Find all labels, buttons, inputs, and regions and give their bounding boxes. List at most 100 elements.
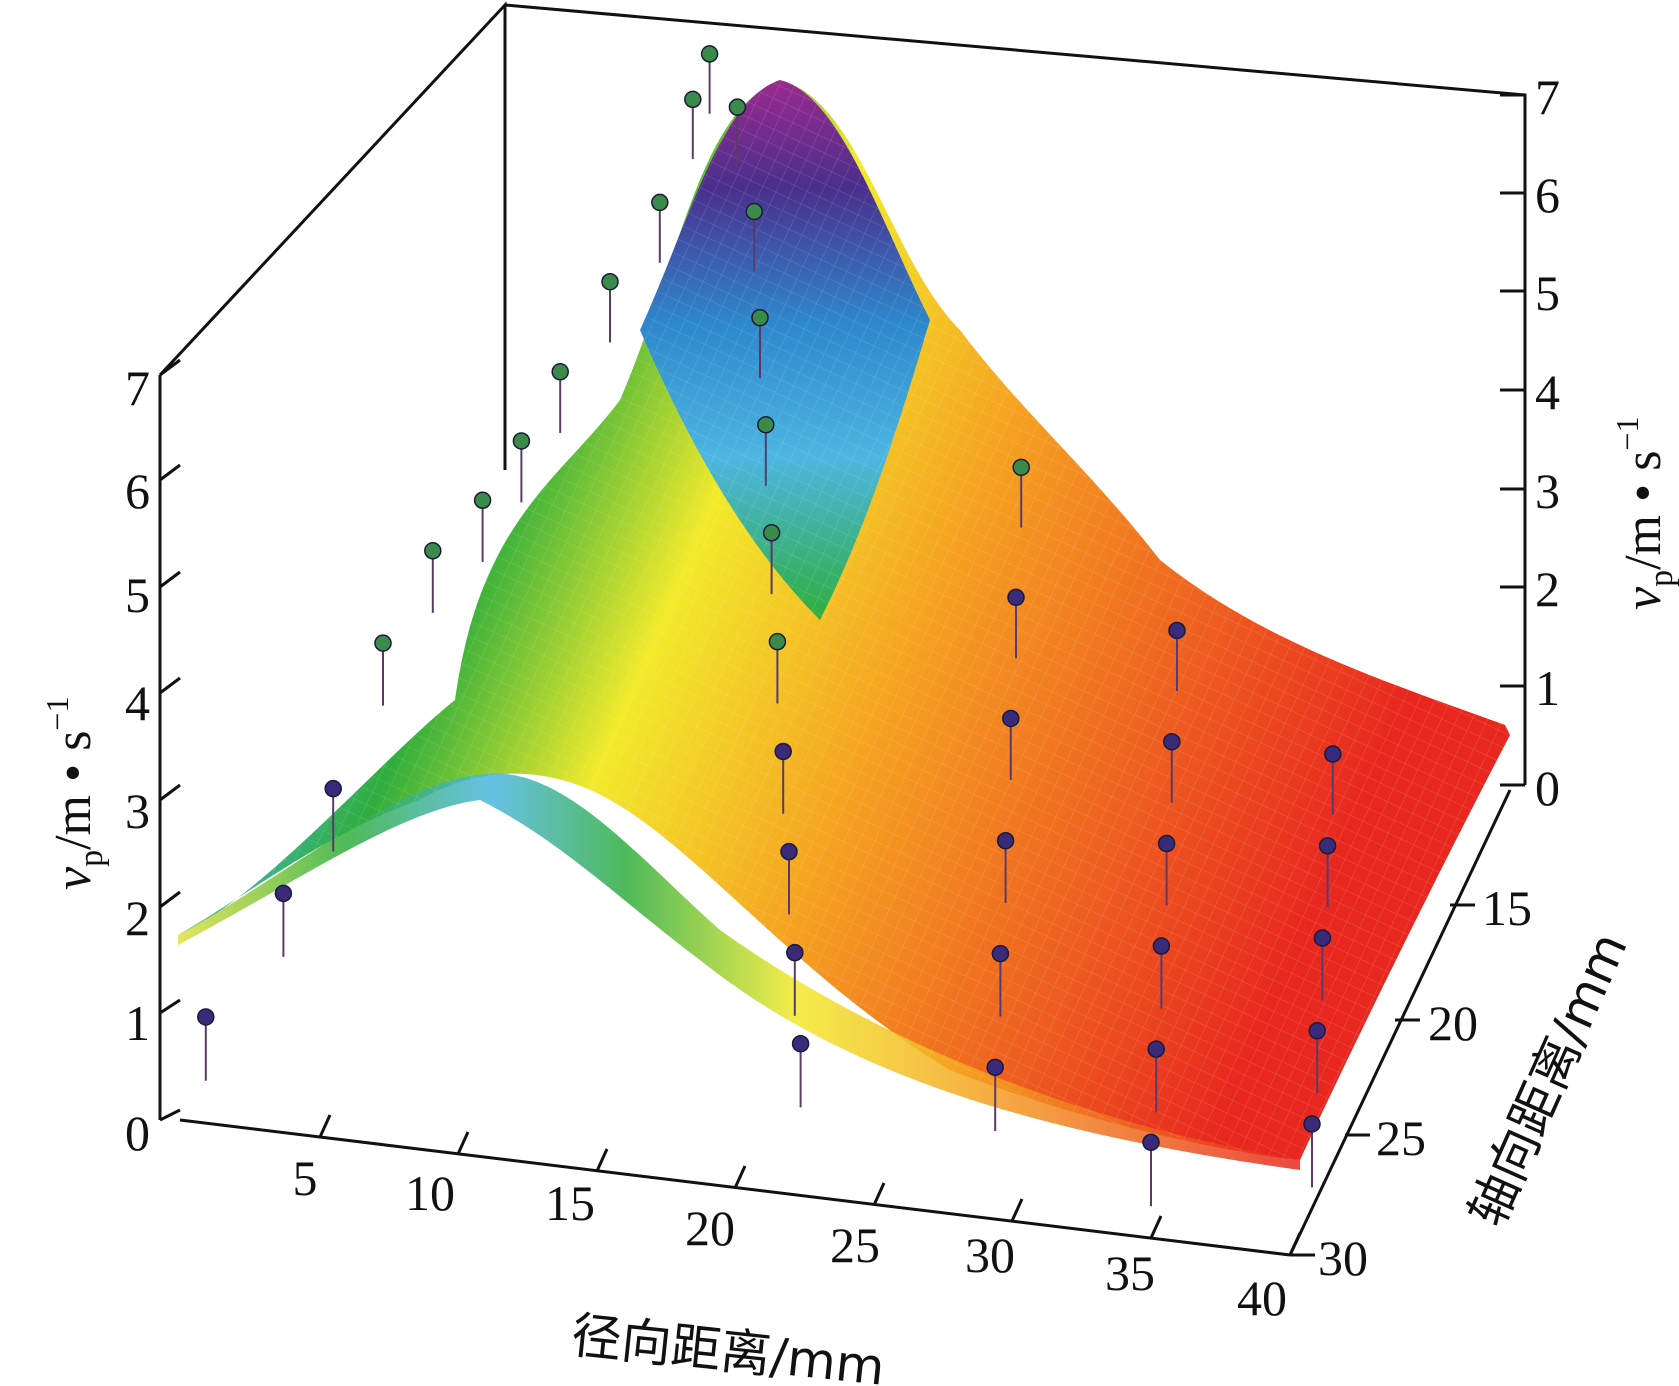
z-tick-left-1: 1: [125, 995, 150, 1051]
data-point-33: [1142, 1133, 1160, 1152]
x-tick-15: 15: [545, 1175, 595, 1231]
z-title-left-unit: /m • s: [45, 731, 102, 850]
z-tick-right-3: 3: [1535, 463, 1560, 519]
fitted-surface: [178, 80, 1510, 1170]
data-point-10: [700, 45, 719, 63]
data-point-13: [745, 202, 763, 221]
data-point-3: [374, 634, 392, 652]
x-tick-mark-30: [1010, 1198, 1024, 1222]
data-point-34: [1324, 745, 1342, 763]
y-axis: 15 20 25 30: [1290, 880, 1532, 1286]
data-points: [197, 45, 1342, 1207]
data-point-12: [684, 90, 702, 109]
z-title-right-symbol: v: [1615, 586, 1672, 610]
x-tick-30: 30: [965, 1227, 1015, 1283]
data-point-0: [197, 1008, 215, 1026]
z-tick-right-6: 6: [1535, 167, 1560, 223]
data-point-2: [324, 779, 342, 798]
data-point-31: [1152, 937, 1171, 955]
z-tick-left-2: 2: [125, 890, 150, 946]
z-tick-mark-left-2: [159, 890, 181, 909]
z-tick-right-4: 4: [1535, 364, 1560, 420]
x-tick-mark-15: [595, 1148, 609, 1172]
z-tick-left-5: 5: [125, 567, 150, 623]
x-tick-mark-20: [733, 1165, 747, 1189]
x-tick-10: 10: [405, 1165, 455, 1221]
z-tick-left-4: 4: [125, 675, 150, 731]
x-tick-20: 20: [685, 1200, 735, 1256]
data-point-11: [728, 98, 747, 116]
x-axis-title: 径向距离/mm: [569, 1306, 888, 1386]
z-tick-right-7: 7: [1535, 69, 1560, 125]
x-tick-5: 5: [293, 1150, 318, 1206]
z-tick-mark-left-4: [159, 676, 181, 695]
z-tick-left-0: 0: [125, 1105, 150, 1161]
data-point-27: [986, 1058, 1004, 1077]
data-point-6: [512, 432, 531, 450]
data-point-29: [1163, 732, 1181, 751]
data-point-38: [1303, 1115, 1321, 1133]
z-tick-mark-left-7: [159, 358, 181, 377]
data-point-36: [1313, 929, 1332, 947]
x-tick-25: 25: [830, 1217, 880, 1273]
svg-text:vp/m • s−1: vp/m • s−1: [1609, 417, 1679, 610]
data-point-17: [768, 632, 787, 651]
data-point-7: [551, 363, 569, 381]
z-title-left-sub: p: [73, 850, 110, 867]
z-title-right-unit: /m • s: [1615, 451, 1672, 570]
data-point-35: [1318, 837, 1337, 855]
data-point-9: [651, 193, 669, 212]
data-point-26: [991, 944, 1010, 963]
z-tick-mark-left-1: [159, 998, 181, 1015]
z-tick-right-0: 0: [1535, 760, 1560, 816]
svg-text:vp/m • s−1: vp/m • s−1: [39, 697, 110, 890]
data-point-8: [601, 272, 619, 291]
data-point-30: [1157, 834, 1176, 853]
z-tick-right-1: 1: [1535, 660, 1560, 716]
z-tick-mark-left-3: [159, 783, 181, 802]
x-tick-mark-35: [1149, 1215, 1163, 1239]
z-tick-mark-left-0: [159, 1108, 181, 1122]
z-tick-left-7: 7: [125, 360, 150, 416]
data-point-18: [774, 742, 792, 761]
x-tick-mark-40: [1288, 1232, 1302, 1256]
x-tick-35: 35: [1105, 1245, 1155, 1301]
x-tick-mark-10: [456, 1131, 470, 1155]
data-point-20: [786, 943, 804, 962]
z-title-right-sub: p: [1643, 570, 1679, 587]
z-axis-title-right: vp/m • s−1: [1609, 417, 1679, 610]
data-point-14: [751, 308, 769, 327]
back-left-edge: [158, 1, 507, 470]
y-tick-20: 20: [1428, 995, 1478, 1051]
y-tick-25: 25: [1376, 1110, 1426, 1166]
z-tick-mark-left-6: [159, 463, 181, 482]
axis-box: [158, 1, 1527, 1257]
data-point-28: [1168, 621, 1186, 640]
z-axis-left: 0 1 2 3 4 5 6 7: [125, 358, 181, 1161]
data-point-21: [791, 1034, 810, 1053]
data-point-37: [1308, 1022, 1326, 1040]
z-tick-mark-left-5: [159, 570, 181, 589]
z-tick-right-5: 5: [1535, 265, 1560, 321]
data-point-15: [757, 416, 775, 434]
y-tick-30: 30: [1318, 1230, 1368, 1286]
right-bottom-edge: [1288, 789, 1512, 1256]
surface-mesh: [178, 80, 1510, 1160]
surface-front-ridge: [178, 773, 1300, 1170]
x-axis: 5 10 15 20 25 30 35 40: [293, 1114, 1302, 1326]
x-tick-40: 40: [1237, 1270, 1287, 1326]
y-tick-15: 15: [1482, 880, 1532, 936]
data-point-1: [274, 884, 293, 903]
data-point-4: [424, 542, 442, 560]
z-title-left-exp: −1: [39, 697, 75, 731]
z-tick-left-3: 3: [125, 783, 150, 839]
data-point-23: [1007, 588, 1025, 607]
z-title-left-symbol: v: [45, 866, 102, 890]
z-tick-right-2: 2: [1535, 561, 1560, 617]
data-point-19: [780, 842, 798, 861]
data-point-24: [1002, 709, 1020, 728]
data-point-16: [762, 524, 781, 542]
data-point-32: [1147, 1040, 1165, 1058]
